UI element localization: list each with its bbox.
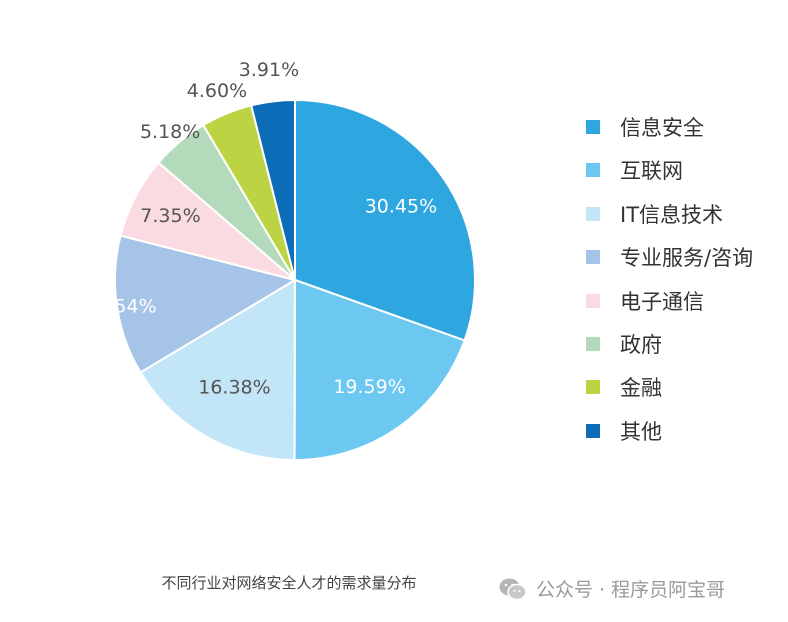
legend-label: 互联网 — [620, 159, 683, 184]
legend-swatch — [586, 206, 600, 221]
legend-label: 金融 — [620, 376, 662, 401]
legend-label: 电子通信 — [620, 289, 704, 314]
slice-value-label: 16.38% — [198, 376, 270, 398]
watermark: 公众号 · 程序员阿宝哥 — [498, 575, 725, 602]
legend-swatch — [586, 423, 600, 438]
legend-label: 信息安全 — [620, 116, 704, 140]
chart-caption: 不同行业对网络安全人才的需求量分布 — [161, 574, 417, 592]
wechat-icon — [499, 578, 527, 600]
legend-item: 电子通信 — [586, 286, 753, 316]
pie-slice-2 — [293, 278, 466, 462]
legend-swatch — [586, 120, 600, 134]
legend-label: 其他 — [620, 419, 662, 444]
slice-value-label: 12.54% — [84, 296, 156, 318]
legend-item: 金融 — [586, 372, 753, 402]
slice-value-label: 3.91% — [239, 59, 299, 81]
legend-label: 政府 — [620, 332, 662, 357]
pie-slice-8 — [250, 98, 296, 281]
slice-value-label: 4.60% — [187, 80, 247, 102]
legend-label: 专业服务/咨询 — [620, 246, 754, 271]
legend-swatch — [586, 336, 600, 351]
legend-item: 专业服务/咨询 — [586, 242, 753, 272]
pie-slice-3 — [139, 278, 297, 462]
legend-swatch — [586, 163, 600, 178]
legend-swatch — [586, 380, 600, 395]
watermark-text: 公众号 · 程序员阿宝哥 — [536, 579, 726, 601]
legend-label: IT信息技术 — [620, 202, 724, 227]
slice-value-label: 5.18% — [140, 121, 200, 143]
legend-swatch — [586, 250, 600, 265]
legend-item: 互联网 — [586, 155, 753, 185]
slice-value-label: 19.59% — [333, 376, 405, 398]
slice-value-label: 30.45% — [365, 195, 437, 217]
legend-item: IT信息技术 — [586, 199, 753, 229]
slice-value-label: 7.35% — [140, 205, 200, 227]
legend: 信息安全互联网 IT信息技术专业服务/咨询 电子通信政府金融其他 — [586, 112, 753, 446]
pie-slice-1 — [294, 98, 476, 342]
pie-slice-4 — [114, 234, 298, 374]
legend-item: 其他 — [586, 416, 753, 446]
legend-swatch — [586, 293, 600, 308]
legend-item: 政府 — [586, 329, 753, 359]
legend-item: 信息安全 — [586, 112, 753, 142]
